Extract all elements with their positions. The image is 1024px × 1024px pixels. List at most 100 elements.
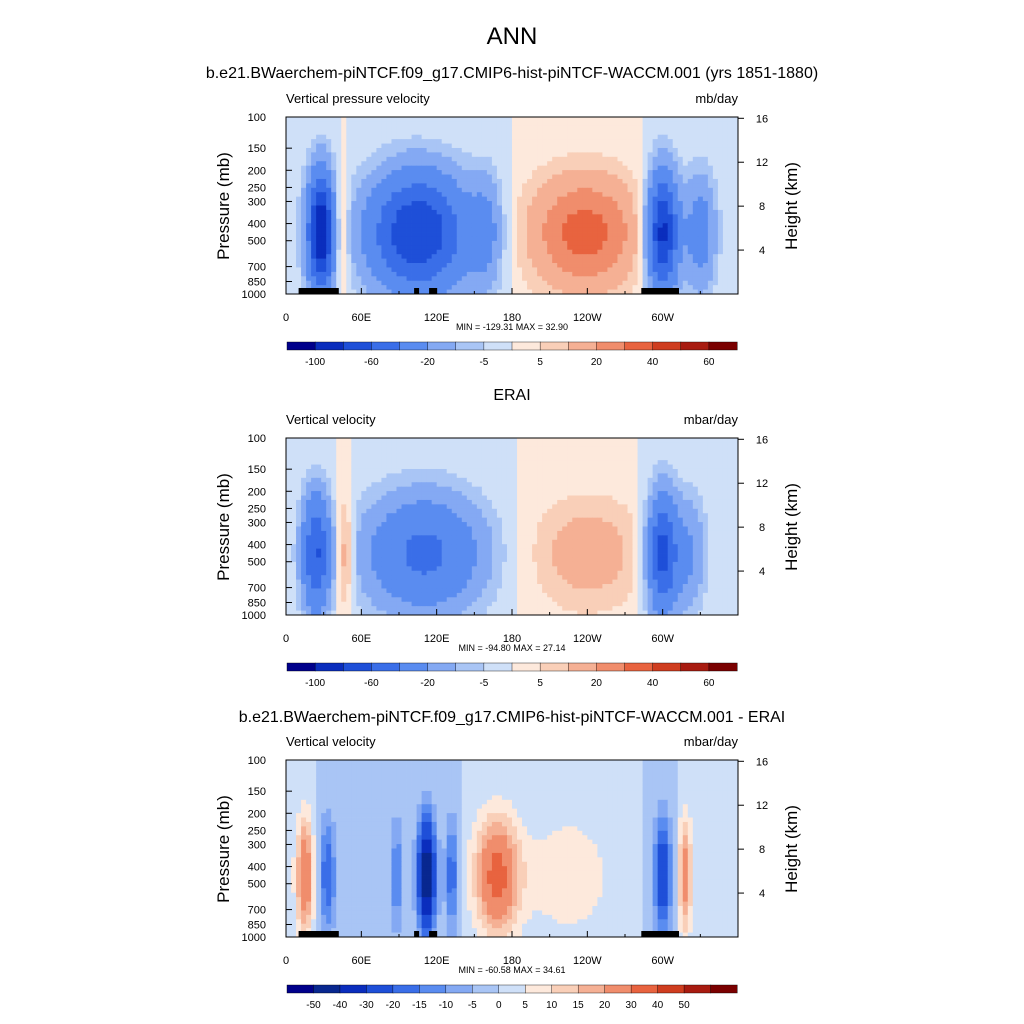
field-cell bbox=[677, 214, 684, 220]
field-cell bbox=[411, 121, 417, 127]
field-cell bbox=[381, 245, 387, 251]
field-cell bbox=[386, 249, 392, 255]
field-cell bbox=[386, 240, 392, 246]
field-cell bbox=[577, 143, 583, 149]
field-cell bbox=[346, 156, 352, 162]
field-cell bbox=[587, 117, 593, 122]
field-cell bbox=[371, 117, 377, 122]
field-cell bbox=[712, 139, 719, 144]
field-cell bbox=[476, 455, 483, 461]
field-cell bbox=[662, 468, 669, 474]
field-cell bbox=[421, 236, 428, 242]
field-cell bbox=[562, 121, 568, 127]
field-cell bbox=[321, 134, 327, 140]
field-cell bbox=[602, 205, 608, 211]
field-cell bbox=[627, 249, 633, 255]
field-cell bbox=[291, 258, 297, 264]
field-cell bbox=[446, 232, 453, 237]
field-cell bbox=[717, 192, 724, 198]
field-cell bbox=[451, 438, 458, 443]
field-cell bbox=[461, 438, 468, 443]
field-cell bbox=[727, 214, 734, 220]
x-tick-label: 60W bbox=[651, 312, 674, 324]
field-cell bbox=[461, 117, 468, 122]
field-cell bbox=[587, 258, 593, 264]
field-cell bbox=[532, 495, 538, 501]
field-cell bbox=[406, 183, 412, 189]
field-cell bbox=[597, 258, 603, 264]
field-cell bbox=[351, 121, 357, 127]
field-cell bbox=[692, 130, 699, 136]
field-cell bbox=[296, 192, 302, 198]
field-cell bbox=[301, 156, 307, 162]
field-cell bbox=[632, 249, 638, 255]
field-cell bbox=[527, 209, 533, 215]
field-cell bbox=[331, 249, 337, 255]
field-cell bbox=[376, 442, 382, 448]
field-cell bbox=[416, 218, 422, 224]
field-cell bbox=[587, 486, 593, 492]
field-cell bbox=[361, 240, 367, 246]
field-cell bbox=[501, 130, 508, 136]
field-cell bbox=[371, 139, 377, 144]
field-cell bbox=[552, 165, 558, 171]
field-cell bbox=[486, 161, 493, 167]
field-cell bbox=[421, 446, 428, 452]
field-cell bbox=[431, 178, 438, 184]
field-cell bbox=[491, 196, 498, 202]
field-cell bbox=[311, 165, 317, 171]
field-cell bbox=[717, 263, 724, 268]
field-cell bbox=[346, 209, 352, 215]
field-cell bbox=[567, 446, 573, 452]
field-cell bbox=[527, 214, 533, 220]
field-cell bbox=[602, 249, 608, 255]
field-cell bbox=[572, 473, 578, 479]
field-cell bbox=[326, 236, 332, 242]
field-cell bbox=[441, 280, 448, 286]
field-cell bbox=[356, 147, 362, 153]
field-cell bbox=[486, 174, 493, 180]
field-cell bbox=[732, 446, 739, 452]
field-cell bbox=[657, 446, 664, 452]
field-cell bbox=[426, 165, 433, 171]
field-cell bbox=[366, 451, 372, 457]
field-cell bbox=[431, 473, 438, 479]
field-cell bbox=[431, 477, 438, 483]
field-cell bbox=[301, 460, 307, 465]
field-cell bbox=[451, 499, 458, 505]
field-cell bbox=[331, 451, 337, 457]
field-cell bbox=[336, 209, 342, 215]
field-cell bbox=[451, 464, 458, 470]
field-cell bbox=[597, 147, 603, 153]
field-cell bbox=[346, 271, 352, 277]
field-cell bbox=[577, 473, 583, 479]
field-cell bbox=[386, 258, 392, 264]
field-cell bbox=[476, 156, 483, 162]
field-cell bbox=[537, 161, 543, 167]
field-cell bbox=[572, 205, 578, 211]
field-cell bbox=[331, 192, 337, 198]
field-cell bbox=[366, 218, 372, 224]
field-cell bbox=[306, 442, 312, 448]
field-cell bbox=[401, 249, 407, 255]
field-cell bbox=[727, 482, 734, 488]
field-cell bbox=[341, 468, 347, 474]
field-cell bbox=[602, 117, 608, 122]
field-cell bbox=[617, 473, 623, 479]
field-cell bbox=[622, 280, 628, 286]
field-cell bbox=[537, 285, 543, 290]
field-cell bbox=[466, 223, 473, 229]
field-cell bbox=[486, 438, 493, 443]
field-cell bbox=[326, 156, 332, 162]
field-cell bbox=[306, 495, 312, 501]
field-cell bbox=[717, 143, 724, 149]
field-cell bbox=[647, 192, 654, 198]
field-cell bbox=[371, 482, 377, 488]
field-cell bbox=[547, 473, 553, 479]
field-cell bbox=[627, 267, 633, 273]
field-cell bbox=[421, 214, 428, 220]
field-cell bbox=[542, 477, 548, 483]
field-cell bbox=[396, 491, 402, 496]
field-cell bbox=[537, 482, 543, 488]
field-cell bbox=[296, 196, 302, 202]
